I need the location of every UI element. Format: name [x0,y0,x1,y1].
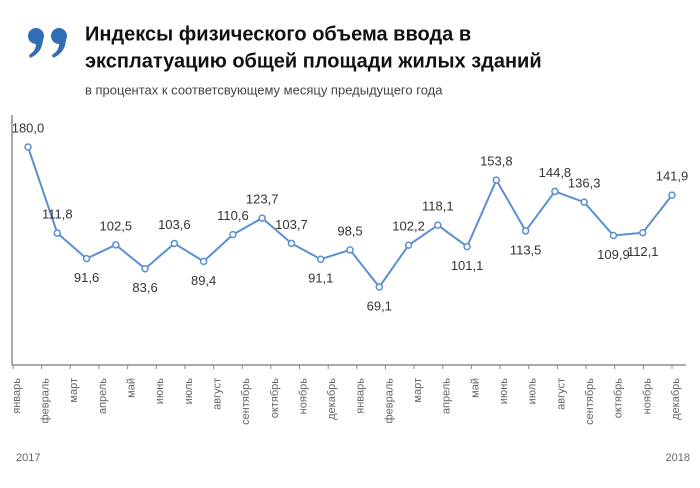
data-point [521,227,530,235]
data-point [316,255,325,263]
year-label: 2017 [16,452,40,464]
x-tick-label: август [211,378,223,410]
chart-title: Индексы физического объема ввода в [85,23,471,45]
data-label: 110,6 [217,208,249,223]
data-label: 111,8 [42,207,73,222]
data-point [463,242,471,251]
data-label: 123,7 [246,192,279,207]
x-tick-label: май [469,378,481,398]
data-label: 98,5 [337,223,362,238]
x-tick-label: сентябрь [240,378,252,425]
data-label: 103,7 [275,217,308,232]
x-tick-label: январь [11,378,23,414]
data-label: 113,5 [510,242,542,257]
data-label: 153,8 [480,154,513,169]
data-label: 103,6 [158,217,191,232]
data-point [287,239,296,248]
data-label: 112,1 [627,244,659,259]
x-tick-label: февраль [40,378,52,424]
x-tick-label: февраль [383,378,395,424]
data-label: 101,1 [451,258,484,273]
data-label: 83,6 [132,280,157,295]
data-point [24,143,32,151]
line [27,146,673,289]
x-tick-label: май [126,378,138,398]
year-label: 2018 [666,452,690,464]
x-tick-label: март [412,378,424,403]
data-point [229,230,237,239]
data-label: 141,9 [656,169,689,184]
x-tick-label: декабрь [326,378,338,420]
quote-icon [28,28,67,58]
data-label: 69,1 [367,298,392,313]
x-tick-label: июнь [498,378,510,404]
data-point [609,231,618,240]
x-tick-label: август [555,378,567,410]
x-tick-label: ноябрь [297,378,309,415]
data-point [82,254,91,263]
data-label: 136,3 [568,176,601,191]
data-point [53,229,62,237]
data-label: 180,0 [12,120,45,135]
data-label: 144,8 [539,165,572,180]
data-label: 91,6 [74,270,99,285]
x-tick-label: апрель [97,378,109,414]
data-label: 118,1 [422,199,454,214]
data-point [668,191,676,199]
data-point [346,246,354,254]
data-point [199,257,208,266]
data-point [492,176,501,184]
data-point [551,187,559,196]
data-point [170,239,179,248]
data-point [580,198,588,206]
data-point [258,214,266,222]
data-point [434,221,442,229]
x-tick-label: октябрь [269,378,281,418]
x-tick-label: ноябрь [641,378,653,415]
x-tick-label: сентябрь [584,378,596,425]
x-tick-label: декабрь [670,378,682,420]
data-label: 102,5 [100,218,133,233]
x-tick-label: март [68,378,80,403]
data-point [638,228,647,237]
x-tick-label: июль [527,378,539,405]
data-label: 89,4 [191,273,216,288]
data-point [112,241,120,249]
x-tick-label: июль [183,378,195,405]
data-label: 91,1 [308,271,333,286]
data-point [141,264,149,273]
data-point [404,241,413,249]
data-label: 109,9 [597,247,630,262]
x-tick-label: июнь [154,378,166,404]
x-tick-label: октябрь [613,378,625,418]
chart-subtitle: в процентах к соответсвующему месяцу пре… [85,82,443,97]
data-label: 102,2 [392,219,425,234]
x-tick-label: январь [355,378,367,414]
chart-title: эксплатуацию общей площади жилых зданий [85,50,542,72]
data-point [375,283,384,291]
x-tick-label: апрель [441,378,453,414]
